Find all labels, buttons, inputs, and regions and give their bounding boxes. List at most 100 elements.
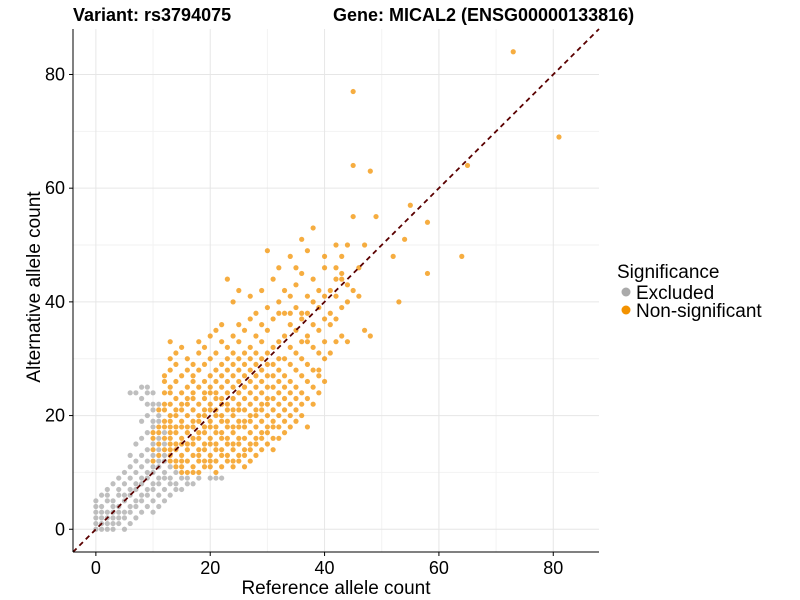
data-point: [287, 412, 293, 419]
data-point: [304, 293, 311, 299]
data-point: [179, 452, 185, 458]
data-point: [270, 424, 276, 430]
data-point: [150, 401, 156, 407]
data-point: [184, 424, 190, 430]
data-point: [184, 367, 190, 373]
data-point: [270, 407, 276, 413]
data-point: [150, 481, 156, 487]
legend-non-significant-marker: [621, 305, 631, 315]
data-point: [236, 390, 242, 396]
data-point: [179, 344, 185, 350]
data-point: [356, 265, 362, 271]
data-point: [241, 435, 248, 441]
data-point: [127, 475, 133, 481]
data-point: [236, 452, 242, 458]
data-point: [133, 481, 139, 487]
legend-title: Significance: [617, 262, 719, 283]
data-point: [127, 503, 133, 510]
data-point: [179, 373, 185, 379]
data-point: [304, 339, 311, 345]
data-point: [173, 378, 179, 385]
data-point: [150, 435, 156, 441]
data-point: [219, 475, 225, 481]
data-point: [144, 430, 150, 436]
data-point: [402, 236, 408, 242]
data-point: [190, 481, 196, 487]
data-point: [219, 452, 225, 458]
data-point: [299, 401, 305, 407]
data-point: [464, 162, 471, 169]
data-point: [156, 475, 162, 481]
data-point: [230, 407, 236, 413]
data-point: [139, 475, 145, 481]
data-point: [179, 424, 185, 430]
data-point: [304, 361, 311, 368]
data-point: [327, 287, 333, 294]
data-point: [293, 384, 299, 390]
data-point: [207, 373, 213, 379]
data-point: [167, 481, 173, 487]
data-point: [287, 310, 293, 316]
data-point: [213, 475, 219, 481]
data-point: [276, 299, 282, 305]
data-point: [190, 407, 196, 413]
data-point: [207, 424, 213, 430]
data-point: [207, 464, 213, 470]
data-point: [299, 236, 305, 242]
data-point: [356, 293, 362, 299]
data-point: [184, 481, 190, 487]
data-point: [173, 361, 179, 368]
data-point: [196, 475, 202, 481]
data-point: [299, 339, 305, 345]
data-point: [224, 458, 230, 464]
data-point: [213, 327, 219, 333]
data-point: [161, 430, 168, 436]
data-point: [230, 430, 236, 436]
data-point: [299, 373, 305, 379]
data-point: [253, 435, 259, 441]
data-point: [213, 412, 219, 419]
data-point: [264, 401, 270, 407]
data-point: [316, 287, 322, 294]
data-point: [281, 373, 288, 379]
data-point: [281, 395, 288, 402]
data-point: [144, 447, 150, 453]
data-point: [150, 498, 156, 504]
data-point: [127, 520, 133, 527]
data-point: [190, 390, 196, 396]
data-point: [201, 424, 208, 430]
data-point: [104, 492, 110, 498]
data-point: [179, 401, 185, 407]
x-axis-title: Reference allele count: [241, 578, 431, 599]
data-point: [236, 339, 242, 345]
data-point: [213, 447, 219, 453]
data-point: [299, 270, 305, 277]
data-point: [236, 356, 242, 362]
data-point: [247, 412, 253, 419]
data-point: [310, 299, 316, 305]
data-point: [259, 401, 265, 407]
data-point: [241, 418, 248, 424]
data-point: [281, 407, 288, 413]
data-point: [230, 458, 236, 464]
data-point: [161, 452, 168, 458]
data-point: [196, 435, 202, 441]
data-point: [230, 395, 236, 402]
data-point: [247, 401, 253, 407]
data-point: [196, 469, 202, 476]
data-point: [310, 367, 316, 373]
data-point: [344, 299, 351, 305]
data-point: [219, 373, 225, 379]
data-point: [104, 526, 110, 532]
data-point: [327, 350, 333, 356]
data-point: [150, 441, 156, 447]
data-point: [247, 441, 253, 447]
data-point: [293, 407, 299, 413]
data-point: [213, 441, 219, 447]
data-point: [196, 418, 202, 424]
data-point: [281, 333, 288, 339]
data-point: [179, 486, 185, 493]
data-point: [247, 430, 253, 436]
data-point: [247, 344, 253, 350]
data-point: [299, 310, 305, 316]
